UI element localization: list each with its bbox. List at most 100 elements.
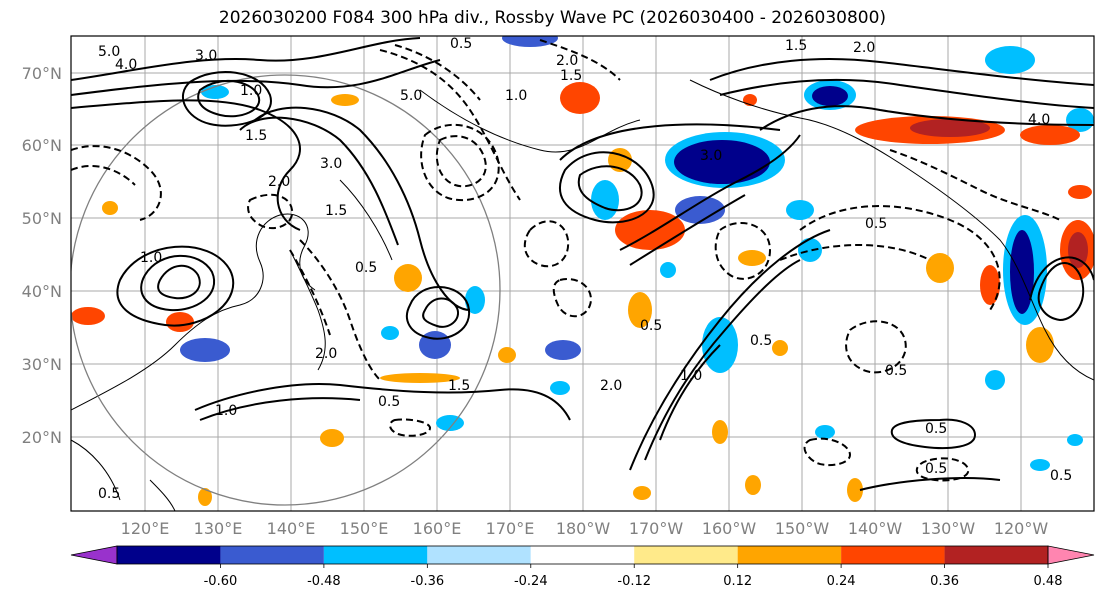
contour-label: 0.5 [885, 363, 907, 379]
longitude-label: 150°E [340, 519, 389, 538]
colorbar-tick-label: 0.24 [827, 574, 856, 589]
colorbar-swatch [634, 546, 738, 564]
contour-label: 5.0 [400, 88, 422, 104]
colorbar-frame [116, 545, 1049, 565]
colorbar-tick-label: -0.60 [204, 574, 238, 589]
contour-label: 0.5 [925, 421, 947, 437]
longitude-label: 170°E [486, 519, 535, 538]
contour-label: 2.0 [315, 346, 337, 362]
contour-label: 1.0 [215, 403, 237, 419]
map-content: 5.0 4.0 3.0 2.0 1.5 1.0 0.5 2.0 3.0 1.5 … [71, 36, 1094, 511]
contour-label: 0.5 [1050, 468, 1072, 484]
contour-label: 0.5 [355, 260, 377, 276]
colorbar-swatch [737, 546, 842, 564]
shade-blob [201, 85, 229, 99]
shade-blob [1068, 232, 1088, 268]
shade-blob [550, 381, 570, 395]
shade-blob [660, 262, 676, 278]
colorbar-tick-label: -0.24 [514, 574, 548, 589]
shade-blob [1067, 434, 1083, 446]
longitude-label: 160°W [702, 519, 757, 538]
shade-blob [166, 312, 194, 332]
latitude-labels: 70°N 60°N 50°N 40°N 30°N 20°N [22, 64, 62, 447]
colorbar-swatch [323, 546, 428, 564]
shade-blob [380, 373, 460, 383]
shade-blob [926, 253, 954, 283]
colorbar-tick-label: 0.12 [723, 574, 752, 589]
shade-blob [675, 196, 725, 224]
contour-label: 1.5 [448, 378, 470, 394]
shade-blob [320, 429, 344, 447]
longitude-label: 140°W [848, 519, 903, 538]
shade-blob [102, 201, 118, 215]
latitude-label: 60°N [22, 136, 62, 155]
divergence-shading [71, 36, 1094, 506]
colorbar-tick-label: -0.36 [411, 574, 445, 589]
shade-blob [419, 331, 451, 359]
contour-label: 1.5 [560, 68, 582, 84]
contour-label: 1.5 [325, 203, 347, 219]
contour-label: 0.5 [450, 36, 472, 52]
shade-blob [1068, 185, 1092, 199]
shade-blob [798, 238, 822, 262]
shade-blob [615, 210, 685, 250]
contour-label: 1.0 [240, 83, 262, 99]
latitude-label: 30°N [22, 355, 62, 374]
map-frame [70, 35, 1095, 512]
longitude-label: 120°E [121, 519, 170, 538]
contour-label: 0.5 [378, 394, 400, 410]
contour-label: 2.0 [853, 40, 875, 56]
shade-blob [738, 250, 766, 266]
colorbar-tick-label: -0.12 [617, 574, 651, 589]
contour-label: 0.5 [925, 461, 947, 477]
longitude-label: 120°W [994, 519, 1049, 538]
shade-blob [1026, 327, 1054, 363]
shade-blob [465, 286, 485, 314]
shade-blob [985, 46, 1035, 74]
latitude-label: 20°N [22, 428, 62, 447]
longitude-label: 130°W [921, 519, 976, 538]
longitude-label: 180°W [556, 519, 611, 538]
colorbar-swatch [427, 546, 531, 564]
shade-blob [910, 119, 990, 137]
solid-contours [71, 37, 1094, 491]
shade-blob [628, 292, 652, 328]
shade-blob [1010, 230, 1034, 314]
longitude-label: 150°W [775, 519, 830, 538]
colorbar-swatch [944, 546, 1048, 564]
longitude-labels: 120°E 130°E 140°E 150°E 160°E 170°E 180°W 170°W… [121, 519, 1049, 538]
map-title: 2026030200 F084 300 hPa div., Rossby Wav… [218, 8, 887, 28]
longitude-label: 170°W [629, 519, 684, 538]
contour-label: 1.0 [140, 250, 162, 266]
contour-label: 2.0 [556, 53, 578, 69]
contour-label: 0.5 [98, 486, 120, 502]
shade-blob [980, 265, 1000, 305]
latitude-label: 50°N [22, 209, 62, 228]
shade-blob [545, 340, 581, 360]
shade-blob [591, 180, 619, 220]
colorbar-swatch [841, 546, 945, 564]
longitude-label: 130°E [194, 519, 243, 538]
colorbar-swatch [220, 546, 324, 564]
contour-labels: 5.0 4.0 3.0 2.0 1.5 1.0 0.5 2.0 3.0 1.5 … [98, 36, 1072, 502]
contour-label: 1.5 [245, 128, 267, 144]
coastlines [71, 79, 1094, 511]
dashed-contours [71, 39, 1061, 482]
shade-blob [560, 82, 600, 114]
contour-label: 0.5 [750, 333, 772, 349]
shade-blob [985, 370, 1005, 390]
contour-label: 2.0 [600, 378, 622, 394]
shade-blob [71, 307, 105, 325]
contour-label: 3.0 [320, 156, 342, 172]
shade-blob [381, 326, 399, 340]
contour-label: 5.0 [98, 44, 120, 60]
shade-blob [786, 200, 814, 220]
latitude-label: 70°N [22, 64, 62, 83]
colorbar-extend-high [1047, 545, 1095, 565]
shade-blob [674, 140, 770, 184]
shade-blob [498, 347, 516, 363]
contour-label: 4.0 [115, 57, 137, 73]
contour-label: 2.0 [268, 174, 290, 190]
reference-circle [71, 74, 501, 506]
